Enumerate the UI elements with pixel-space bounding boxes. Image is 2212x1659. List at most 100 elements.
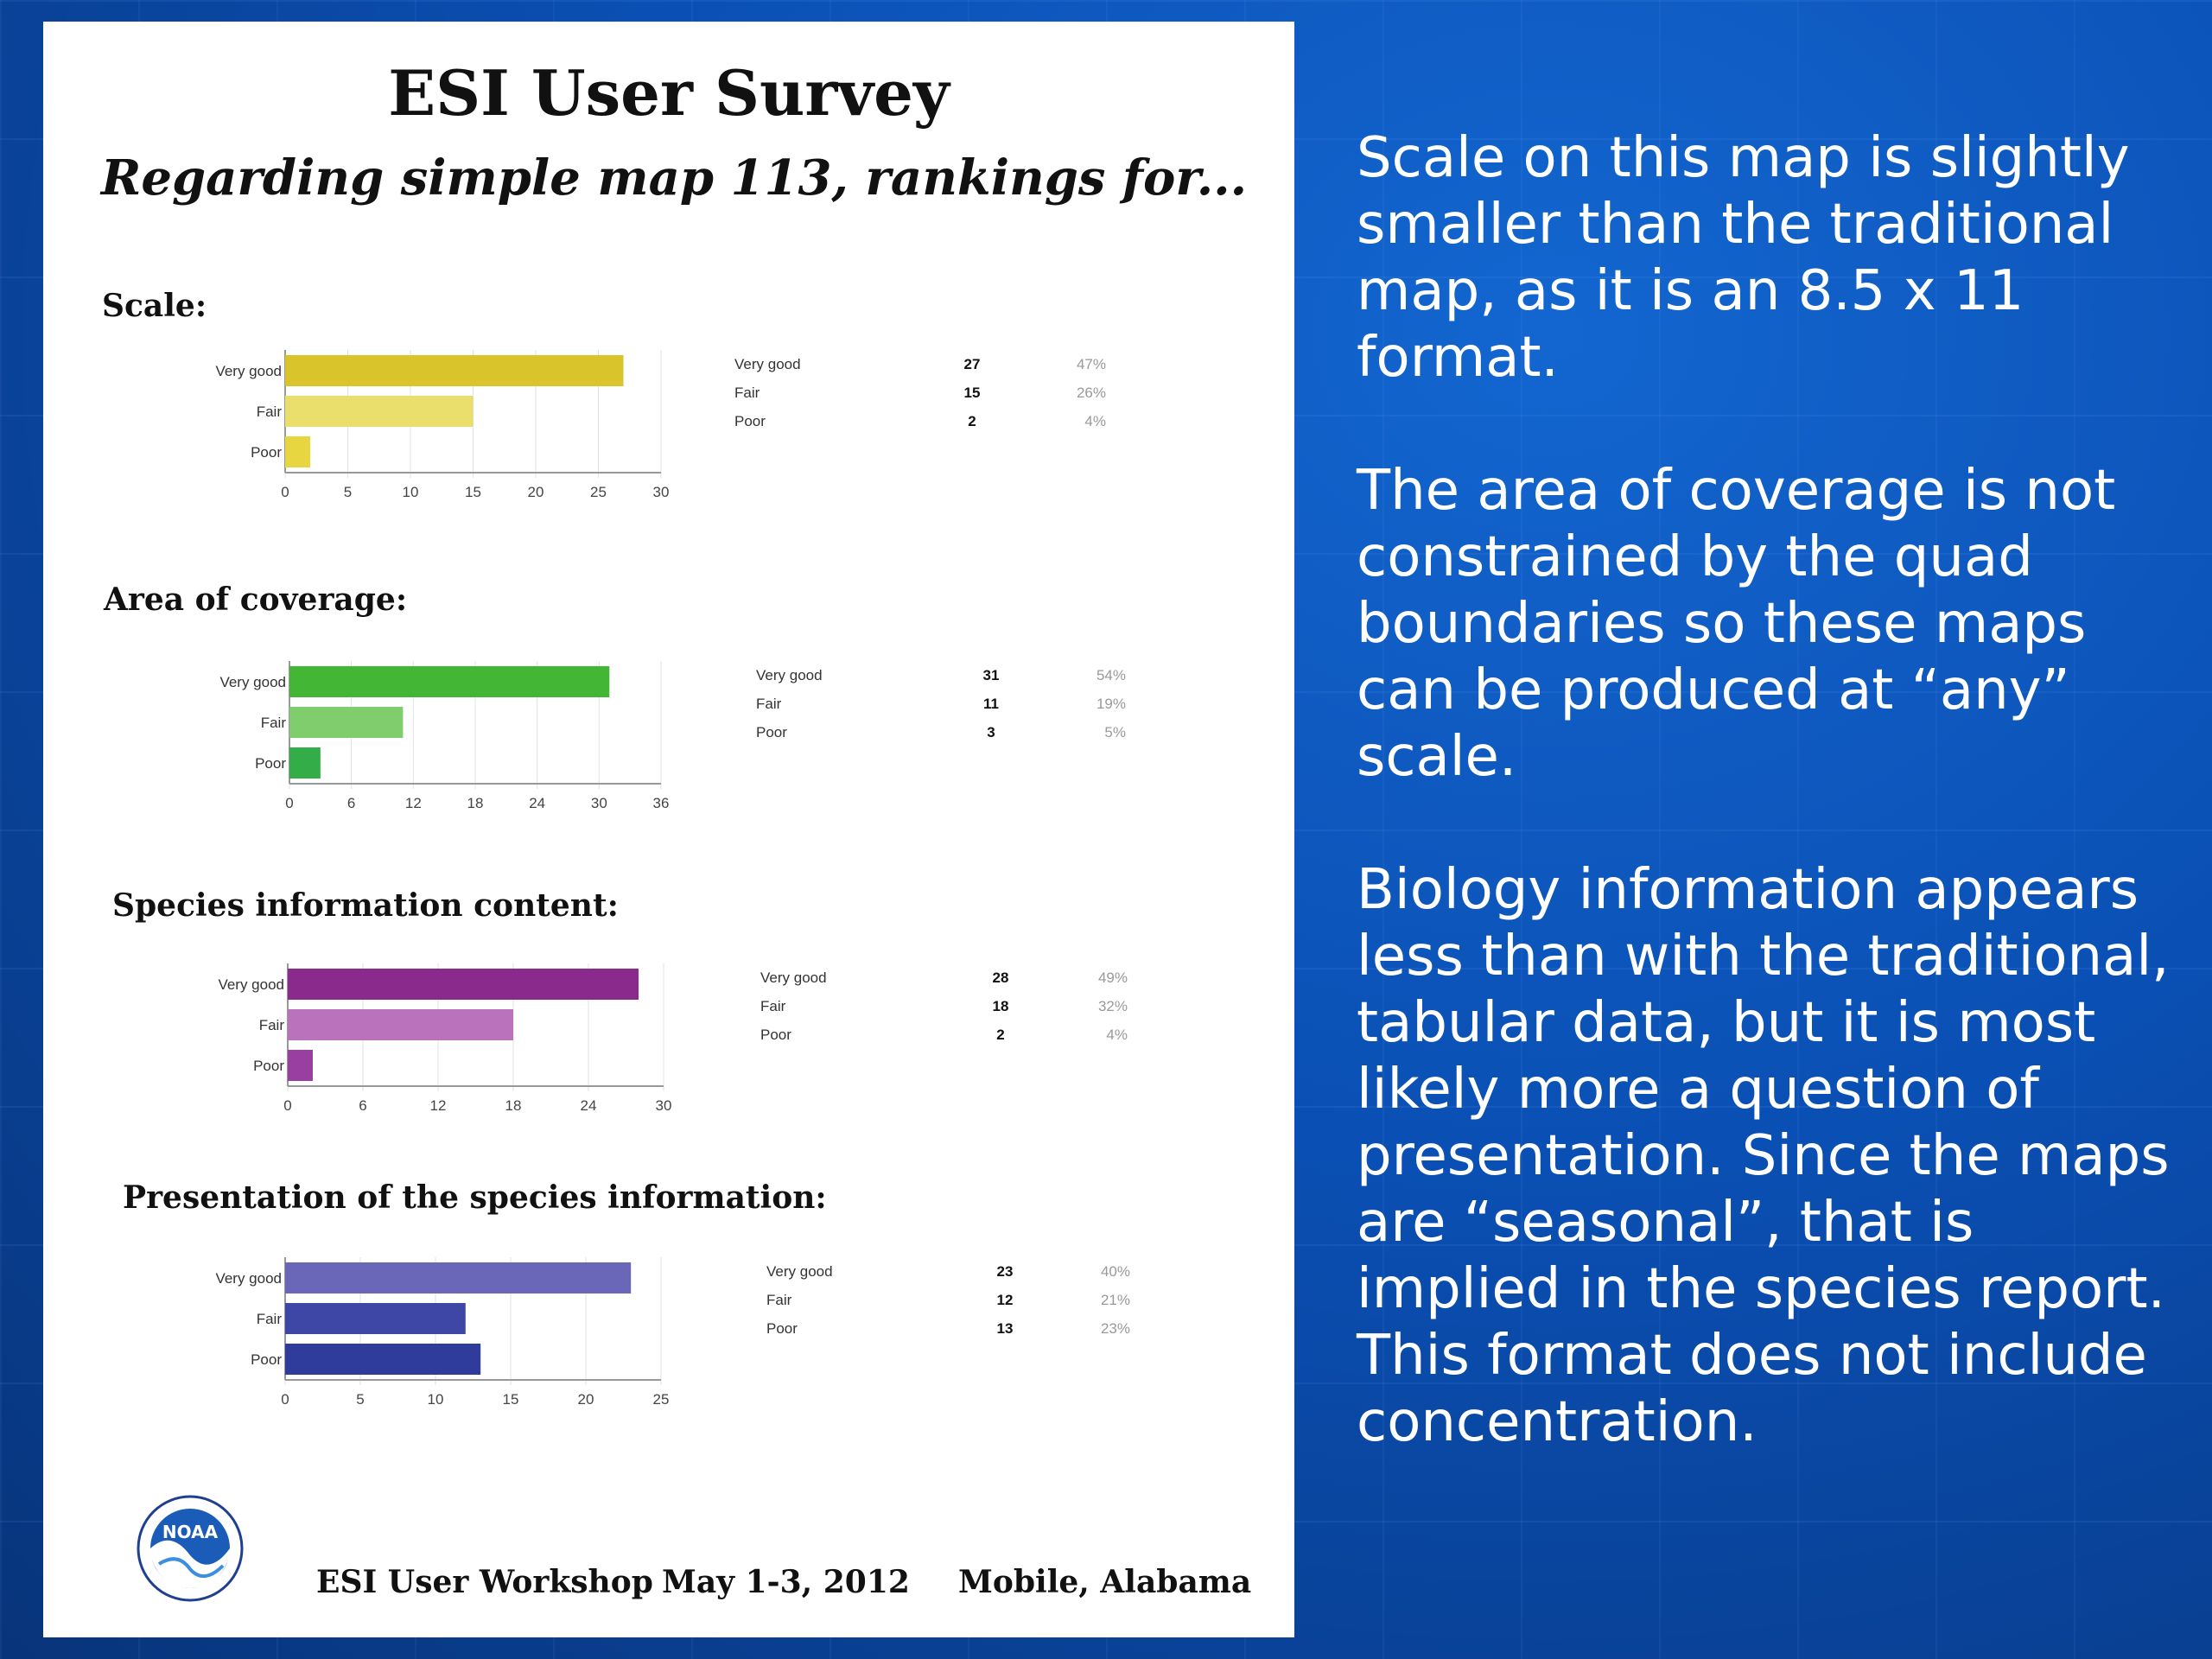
bar-fair (288, 1009, 513, 1040)
category-label: Fair (259, 1017, 285, 1033)
section-title-presentation-species-information: Presentation of the species information: (123, 1179, 827, 1216)
chart-scale: 0 5 10 15 20 25 30 Very good Very good 27 47% Fair F… (215, 350, 1106, 500)
table-percent: 40% (1101, 1263, 1130, 1280)
x-tick-label: 30 (591, 795, 607, 811)
bar-poor (288, 1050, 313, 1081)
table-count: 11 (983, 696, 999, 712)
chart-presentation-species-information: 0 5 10 15 20 25 Very good Very good 23 40% Fair Fai… (215, 1257, 1130, 1408)
noaa-logo-text: NOAA (162, 1522, 219, 1542)
table-count: 15 (964, 385, 981, 401)
table-percent: 49% (1098, 969, 1128, 986)
category-label: Very good (218, 976, 284, 993)
x-tick-label: 36 (653, 795, 670, 811)
bar-very-good (285, 1262, 632, 1294)
table-count: 12 (997, 1292, 1014, 1308)
x-tick-label: 25 (590, 484, 607, 500)
x-tick-label: 20 (578, 1391, 594, 1408)
x-tick-label: 0 (285, 795, 293, 811)
table-label: Very good (734, 356, 801, 372)
table-percent: 19% (1096, 696, 1126, 712)
table-label: Poor (756, 724, 787, 741)
table-percent: 4% (1084, 413, 1106, 429)
notes-paragraph-biology: Biology information appears less than wi… (1357, 858, 2170, 1454)
table-count: 2 (996, 1027, 1004, 1043)
category-label: Very good (215, 1270, 282, 1287)
section-title-area-of-coverage: Area of coverage: (104, 582, 408, 618)
table-percent: 47% (1077, 356, 1106, 372)
table-label: Poor (760, 1027, 791, 1043)
category-label: Poor (251, 1351, 282, 1368)
x-tick-label: 5 (356, 1391, 364, 1408)
category-label: Poor (255, 755, 286, 772)
chart-area-of-coverage: 0 6 12 18 24 30 36 Very good Very good 31 54% Fair F… (219, 661, 1126, 811)
table-label: Very good (766, 1263, 833, 1280)
x-tick-label: 24 (581, 1097, 597, 1114)
x-tick-label: 5 (344, 484, 352, 500)
x-tick-label: 30 (656, 1097, 672, 1114)
footer-date: May 1-3, 2012 (662, 1564, 910, 1600)
x-tick-label: 15 (465, 484, 481, 500)
footer-location: Mobile, Alabama (958, 1564, 1252, 1600)
x-tick-label: 0 (283, 1097, 291, 1114)
table-label: Very good (756, 667, 823, 683)
table-percent: 23% (1101, 1320, 1130, 1337)
bar-poor (285, 436, 310, 467)
table-count: 3 (987, 724, 995, 741)
x-tick-label: 10 (428, 1391, 444, 1408)
table-percent: 5% (1104, 724, 1126, 741)
table-count: 2 (968, 413, 976, 429)
table-percent: 21% (1101, 1292, 1130, 1308)
x-tick-label: 12 (405, 795, 422, 811)
category-label: Poor (253, 1058, 284, 1074)
category-label: Fair (257, 1311, 283, 1327)
x-tick-label: 6 (347, 795, 355, 811)
x-tick-label: 24 (529, 795, 545, 811)
table-percent: 26% (1077, 385, 1106, 401)
category-label: Fair (257, 404, 283, 420)
table-percent: 4% (1106, 1027, 1128, 1043)
category-label: Very good (219, 674, 286, 690)
x-tick-label: 15 (503, 1391, 519, 1408)
x-tick-label: 18 (505, 1097, 522, 1114)
table-percent: 32% (1098, 998, 1128, 1014)
table-label: Fair (760, 998, 786, 1014)
notes-paragraph-scale: Scale on this map is slightly smaller th… (1357, 126, 2130, 390)
table-label: Fair (734, 385, 760, 401)
x-tick-label: 12 (430, 1097, 447, 1114)
table-label: Poor (734, 413, 766, 429)
category-label: Poor (251, 444, 282, 461)
x-tick-label: 0 (281, 484, 289, 500)
bar-fair (285, 396, 474, 427)
bar-poor (285, 1344, 481, 1375)
survey-title: ESI User Survey (388, 56, 950, 130)
table-count: 31 (983, 667, 1000, 683)
bar-very-good (285, 355, 624, 386)
noaa-logo: NOAA (137, 1495, 244, 1602)
survey-subtitle: Regarding simple map 113, rankings for..… (100, 149, 1248, 207)
table-percent: 54% (1096, 667, 1126, 683)
bar-fair (289, 707, 404, 738)
table-label: Very good (760, 969, 827, 986)
category-label: Fair (261, 715, 287, 731)
bar-poor (289, 747, 321, 779)
bar-very-good (288, 969, 639, 1000)
section-title-scale: Scale: (102, 288, 207, 324)
table-count: 27 (964, 356, 981, 372)
x-tick-label: 20 (528, 484, 544, 500)
x-tick-label: 25 (653, 1391, 670, 1408)
table-label: Fair (756, 696, 782, 712)
bar-fair (285, 1303, 466, 1334)
footer-event: ESI User Workshop (316, 1564, 653, 1600)
survey-panel: ESI User Survey Regarding simple map 113… (43, 22, 1294, 1637)
bar-very-good (289, 666, 610, 697)
x-tick-label: 10 (403, 484, 419, 500)
notes-paragraph-area: The area of coverage is not constrained … (1357, 459, 2116, 789)
table-count: 23 (997, 1263, 1014, 1280)
table-count: 28 (993, 969, 1009, 986)
chart-species-information-content: 0 6 12 18 24 30 Very good Very good 28 49% Fair Fai… (218, 963, 1128, 1114)
x-tick-label: 0 (281, 1391, 289, 1408)
x-tick-label: 6 (359, 1097, 366, 1114)
slide-notes: Scale on this map is slightly smaller th… (1357, 125, 2186, 1522)
section-title-species-information-content: Species information content: (112, 887, 619, 924)
table-label: Fair (766, 1292, 792, 1308)
